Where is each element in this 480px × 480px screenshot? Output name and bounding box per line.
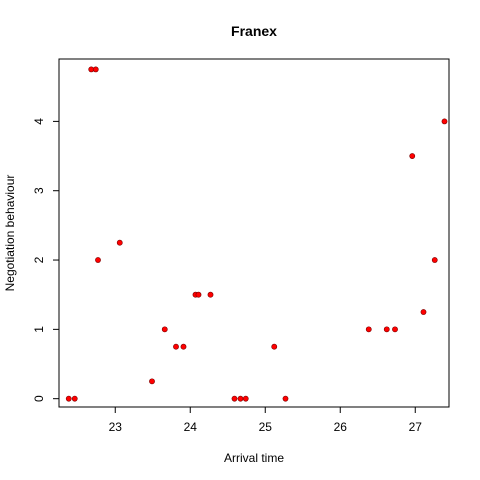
y-tick-label: 0 bbox=[32, 395, 46, 402]
data-point bbox=[431, 257, 438, 263]
data-point bbox=[180, 343, 187, 350]
data-point bbox=[71, 395, 78, 402]
x-tick-label: 23 bbox=[109, 420, 123, 434]
x-axis-label: Arrival time bbox=[224, 451, 284, 465]
x-tick-label: 24 bbox=[184, 420, 198, 434]
data-point bbox=[409, 153, 416, 159]
data-point bbox=[231, 395, 238, 402]
data-point bbox=[195, 291, 202, 298]
data-point bbox=[365, 326, 372, 333]
chart-title: Franex bbox=[231, 23, 277, 39]
data-point bbox=[271, 343, 278, 350]
y-tick-label: 3 bbox=[32, 187, 46, 194]
y-axis-label: Negotiation behaviour bbox=[3, 175, 17, 292]
data-point bbox=[237, 395, 244, 402]
data-point bbox=[116, 239, 123, 246]
x-tick-label: 27 bbox=[409, 420, 423, 434]
data-point bbox=[441, 118, 448, 125]
y-tick-label: 1 bbox=[32, 326, 46, 333]
data-point bbox=[420, 309, 427, 315]
x-tick-label: 25 bbox=[259, 420, 273, 434]
x-tick-label: 26 bbox=[334, 420, 348, 434]
x-axis: 23 24 25 26 27 bbox=[109, 407, 423, 434]
data-point bbox=[95, 257, 101, 263]
data-point bbox=[92, 66, 99, 73]
data-points bbox=[65, 66, 448, 402]
data-point bbox=[392, 326, 398, 333]
data-point bbox=[161, 326, 168, 333]
data-point bbox=[173, 343, 179, 350]
data-point bbox=[65, 395, 72, 402]
y-tick-label: 2 bbox=[32, 256, 46, 263]
data-point bbox=[383, 326, 390, 333]
y-axis: 0 1 2 3 4 bbox=[32, 118, 59, 402]
data-point bbox=[149, 378, 155, 385]
data-point bbox=[282, 395, 289, 402]
data-point bbox=[242, 395, 249, 402]
plot-frame bbox=[58, 58, 450, 408]
data-point bbox=[207, 291, 214, 298]
y-tick-label: 4 bbox=[32, 118, 46, 125]
